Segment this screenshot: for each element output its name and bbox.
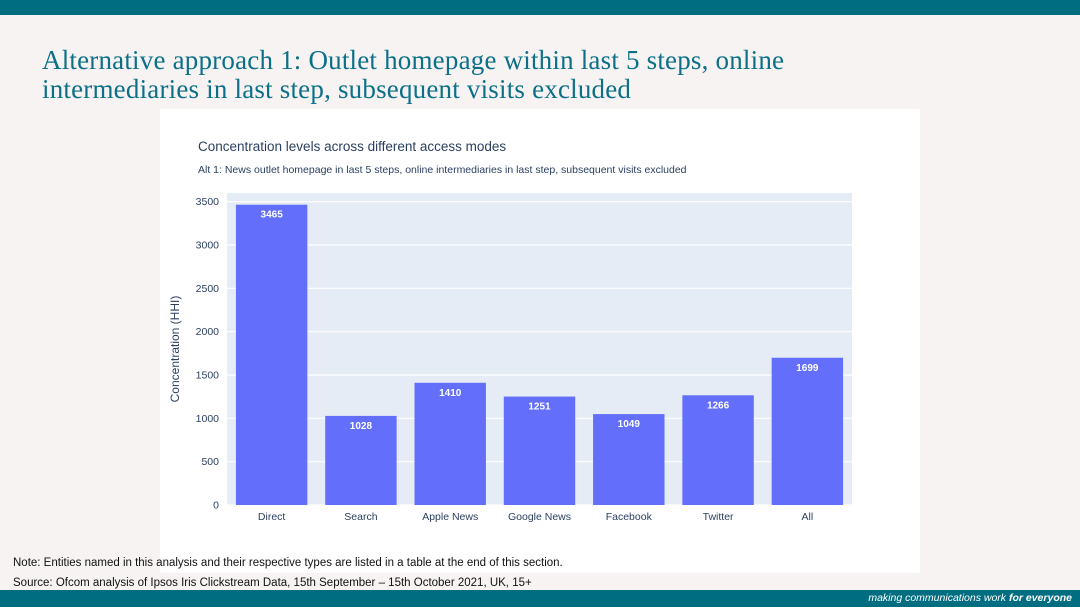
y-tick-label: 3000	[196, 240, 220, 252]
footnote-note: Note: Entities named in this analysis an…	[13, 557, 563, 569]
bar-value-label: 1266	[707, 400, 730, 411]
tagline-emphasis: for everyone	[1008, 592, 1072, 604]
y-tick-label: 2000	[196, 326, 220, 338]
bar	[682, 395, 754, 505]
bottom-bar: making communications work for everyone	[0, 590, 1080, 607]
bar-value-label: 3465	[261, 210, 284, 221]
bar	[593, 414, 665, 505]
bar	[414, 382, 486, 505]
x-tick-label: All	[802, 511, 814, 523]
bar-chart: Concentration levels across different ac…	[168, 139, 852, 523]
y-tick-label: 1500	[196, 370, 220, 382]
footnotes: Note: Entities named in this analysis an…	[13, 553, 1073, 593]
y-tick-label: 1000	[196, 413, 220, 425]
x-tick-label: Search	[344, 511, 377, 523]
slide-title: Alternative approach 1: Outlet homepage …	[42, 46, 1042, 104]
x-tick-label: Facebook	[606, 511, 653, 523]
bar-value-label: 1410	[439, 388, 462, 399]
x-tick-label: Google News	[508, 511, 571, 523]
footnote-source: Source: Ofcom analysis of Ipsos Iris Cli…	[13, 577, 532, 589]
x-tick-label: Twitter	[703, 511, 734, 523]
x-tick-label: Direct	[258, 511, 286, 523]
bar	[771, 357, 844, 505]
bar-value-label: 1028	[350, 421, 373, 432]
chart-panel: Concentration levels across different ac…	[160, 109, 920, 573]
bar-value-label: 1699	[796, 363, 819, 374]
tagline-prefix: making communications work	[868, 592, 1009, 604]
chart-subtitle: Alt 1: News outlet homepage in last 5 st…	[198, 164, 687, 176]
top-bar	[0, 0, 1080, 15]
tagline: making communications work for everyone	[868, 592, 1072, 604]
slide-title-line-2: intermediaries in last step, subsequent …	[42, 74, 632, 104]
y-tick-label: 0	[213, 500, 219, 512]
y-tick-label: 2500	[196, 283, 220, 295]
y-tick-label: 500	[201, 456, 219, 468]
x-tick-label: Apple News	[422, 511, 478, 523]
y-tick-label: 3500	[196, 196, 220, 208]
bar-value-label: 1251	[528, 402, 551, 413]
chart-title: Concentration levels across different ac…	[198, 139, 506, 154]
bar	[325, 415, 397, 505]
bar	[235, 204, 308, 505]
slide-title-line-1: Alternative approach 1: Outlet homepage …	[42, 45, 785, 75]
bar-value-label: 1049	[618, 419, 641, 430]
y-axis-label: Concentration (HHI)	[168, 296, 182, 403]
bar	[503, 396, 576, 505]
